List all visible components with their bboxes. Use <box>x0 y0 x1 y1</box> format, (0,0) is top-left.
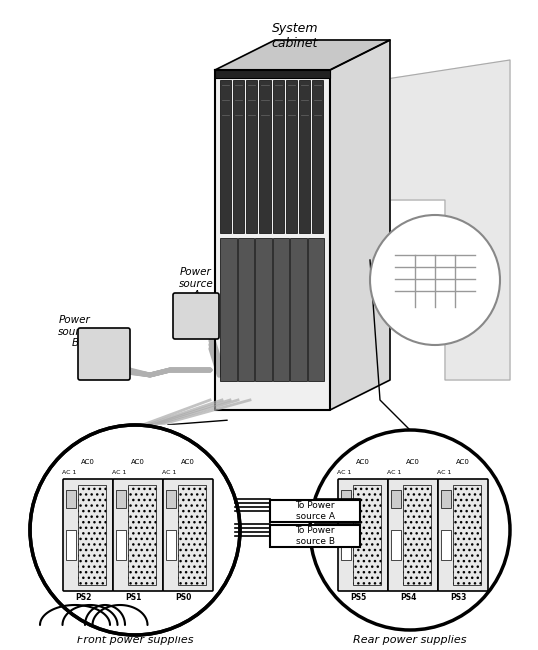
Bar <box>290 238 307 381</box>
Text: AC 1: AC 1 <box>112 469 126 474</box>
Text: PS2: PS2 <box>75 593 91 603</box>
FancyBboxPatch shape <box>63 479 113 591</box>
Bar <box>220 80 231 233</box>
Text: PS0: PS0 <box>175 593 191 603</box>
Bar <box>66 530 76 560</box>
Text: Rear power supplies: Rear power supplies <box>353 635 467 645</box>
Bar <box>178 485 206 585</box>
Bar <box>273 80 284 233</box>
Text: PS5: PS5 <box>350 593 366 603</box>
Bar <box>215 70 330 78</box>
Text: AC 1: AC 1 <box>62 469 76 474</box>
Text: System
cabinet: System cabinet <box>272 22 318 50</box>
FancyBboxPatch shape <box>388 479 438 591</box>
Text: Power
source
B: Power source B <box>58 315 93 348</box>
Bar <box>441 490 451 508</box>
Text: To Power
source B: To Power source B <box>295 526 335 546</box>
Bar <box>441 530 451 560</box>
Bar <box>233 80 244 233</box>
Bar <box>299 80 310 233</box>
Bar <box>78 485 106 585</box>
Circle shape <box>310 430 510 630</box>
Bar <box>116 490 126 508</box>
Bar <box>116 530 126 560</box>
Text: AC0: AC0 <box>456 459 470 465</box>
Polygon shape <box>330 40 390 410</box>
Bar <box>341 530 351 560</box>
Text: AC 1: AC 1 <box>162 469 176 474</box>
Text: AC0: AC0 <box>356 459 370 465</box>
Circle shape <box>30 425 240 635</box>
FancyBboxPatch shape <box>78 328 130 380</box>
Text: PS3: PS3 <box>450 593 466 603</box>
Bar <box>166 490 176 508</box>
Text: AC 1: AC 1 <box>437 469 451 474</box>
Bar <box>353 485 381 585</box>
Text: PS4: PS4 <box>400 593 416 603</box>
FancyBboxPatch shape <box>270 500 360 522</box>
Text: AC0: AC0 <box>131 459 145 465</box>
Bar <box>308 238 324 381</box>
FancyBboxPatch shape <box>338 479 388 591</box>
Text: AC0: AC0 <box>406 459 420 465</box>
Bar <box>259 80 271 233</box>
Text: PS1: PS1 <box>125 593 141 603</box>
Bar <box>220 238 237 381</box>
Bar <box>453 485 481 585</box>
Bar <box>237 238 254 381</box>
FancyBboxPatch shape <box>113 479 163 591</box>
Text: AC 1: AC 1 <box>387 469 401 474</box>
Polygon shape <box>215 40 390 70</box>
Bar <box>66 490 76 508</box>
Text: To Power
source A: To Power source A <box>295 501 335 521</box>
Bar <box>286 80 297 233</box>
Text: Power
source
A: Power source A <box>179 267 214 300</box>
Text: Front power supplies: Front power supplies <box>77 635 193 645</box>
Bar <box>166 530 176 560</box>
Circle shape <box>370 215 500 345</box>
Bar <box>128 485 156 585</box>
Text: AC0: AC0 <box>81 459 95 465</box>
FancyBboxPatch shape <box>438 479 488 591</box>
Bar <box>341 490 351 508</box>
Text: AC0: AC0 <box>181 459 195 465</box>
FancyBboxPatch shape <box>173 293 219 339</box>
FancyBboxPatch shape <box>270 525 360 547</box>
Bar <box>246 80 257 233</box>
Polygon shape <box>215 70 330 410</box>
Polygon shape <box>380 60 510 380</box>
Bar <box>255 238 272 381</box>
Bar <box>312 80 323 233</box>
FancyBboxPatch shape <box>163 479 213 591</box>
Bar <box>391 490 401 508</box>
Bar <box>273 238 289 381</box>
Text: AC 1: AC 1 <box>337 469 351 474</box>
Bar <box>403 485 431 585</box>
Bar <box>391 530 401 560</box>
